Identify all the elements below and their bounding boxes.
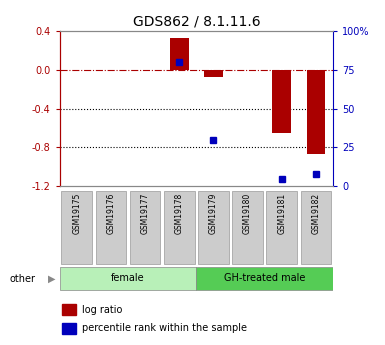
Text: GSM19179: GSM19179 (209, 193, 218, 234)
Text: other: other (10, 274, 36, 284)
Text: GH-treated male: GH-treated male (224, 273, 305, 283)
Bar (62, 304, 76, 315)
Bar (170, 38, 189, 70)
Text: log ratio: log ratio (82, 305, 122, 315)
Text: GSM19180: GSM19180 (243, 193, 252, 234)
Bar (204, 70, 223, 77)
Text: female: female (111, 273, 145, 283)
FancyBboxPatch shape (61, 191, 92, 264)
FancyBboxPatch shape (198, 191, 229, 264)
FancyBboxPatch shape (95, 191, 126, 264)
Text: GSM19178: GSM19178 (175, 193, 184, 234)
FancyBboxPatch shape (301, 191, 331, 264)
Text: ▶: ▶ (48, 274, 55, 284)
Bar (306, 70, 325, 154)
FancyBboxPatch shape (196, 267, 333, 290)
Text: GSM19176: GSM19176 (106, 193, 115, 234)
Bar (272, 70, 291, 133)
FancyBboxPatch shape (130, 191, 161, 264)
Text: GSM19175: GSM19175 (72, 193, 81, 234)
Bar (62, 323, 76, 334)
Text: GSM19182: GSM19182 (311, 193, 320, 234)
Text: GSM19177: GSM19177 (141, 193, 150, 234)
FancyBboxPatch shape (266, 191, 297, 264)
Text: GSM19181: GSM19181 (277, 193, 286, 234)
Title: GDS862 / 8.1.11.6: GDS862 / 8.1.11.6 (132, 14, 260, 29)
Text: percentile rank within the sample: percentile rank within the sample (82, 323, 246, 333)
FancyBboxPatch shape (164, 191, 195, 264)
FancyBboxPatch shape (60, 267, 196, 290)
FancyBboxPatch shape (232, 191, 263, 264)
